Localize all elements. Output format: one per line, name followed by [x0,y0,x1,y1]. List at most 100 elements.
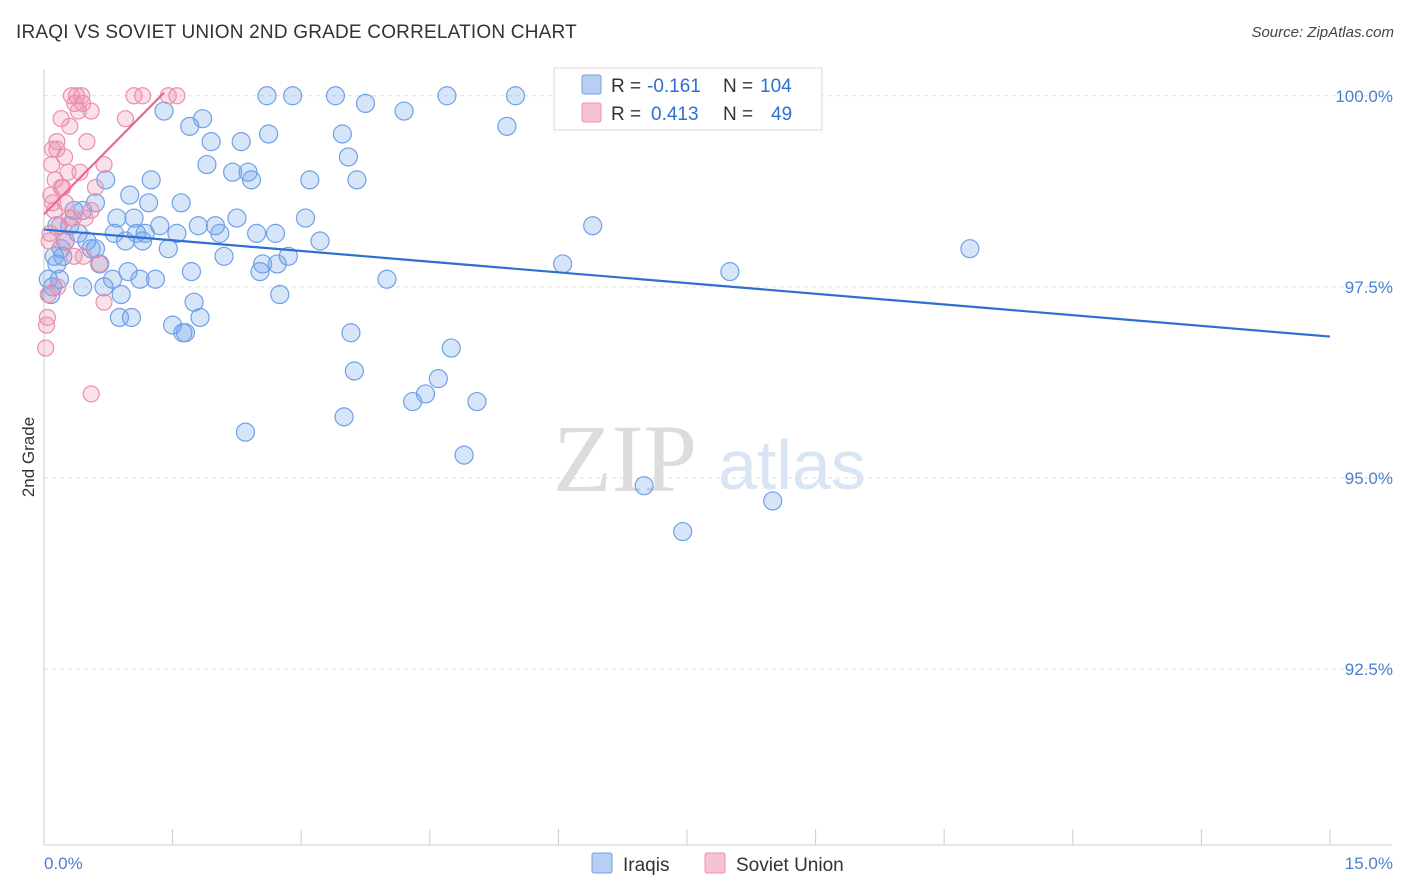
iraqis-point-89 [454,445,474,465]
iraqis-point-41 [171,193,191,213]
iraqis-point-78 [341,323,361,343]
iraqis-point-47 [188,216,208,236]
y-axis-title: 2nd Grade [19,417,38,497]
legend-stats: R = -0.161 N = 104 R = 0.413 N = 49 [553,67,823,131]
iraqis-point-49 [193,109,213,129]
iraqis-point-15 [85,193,106,213]
axes [43,69,1392,846]
iraqis-point-82 [377,269,397,289]
iraqis-point-96 [673,521,693,542]
soviet-union-point-31 [86,178,105,197]
iraqis-point-48 [190,307,210,328]
y-tick-label-1: 97.5% [1345,278,1393,297]
soviet-union-trend-line [43,91,165,216]
soviet-union-point-46 [61,209,79,227]
watermark: ZIP atlas [553,405,866,512]
iraqis-point-60 [241,170,262,190]
iraqis-point-91 [497,116,517,136]
soviet-union-point-48 [73,94,92,113]
watermark-zip: ZIP [553,405,697,512]
iraqis-point-95 [634,476,654,496]
legend-r-value-soviet-union: 0.413 [651,104,699,125]
legend-bottom-label-soviet-union: Soviet Union [736,855,844,876]
iraqis-point-74 [325,86,346,106]
iraqis-point-37 [154,101,174,121]
iraqis-point-36 [150,216,170,236]
iraqis-point-71 [295,208,316,228]
iraqis-point-21 [107,208,127,228]
chart-source: Source: ZipAtlas.com [1251,24,1394,41]
iraqis-point-86 [428,369,448,389]
iraqis-point-70 [283,86,303,106]
y-tick-labels: 100.0% 97.5% 95.0% 92.5% [1335,87,1393,679]
iraqis-point-80 [347,170,367,190]
soviet-union-point-0 [37,339,55,357]
iraqis-point-34 [141,170,161,190]
iraqis-point-25 [118,262,138,282]
iraqis-point-75 [332,124,352,144]
y-tick-label-0: 100.0% [1335,87,1393,106]
soviet-union-point-17 [57,232,75,250]
legend-bottom-label-iraqis: Iraqis [623,855,669,876]
iraqis-point-56 [227,208,247,228]
watermark-atlas: atlas [718,426,866,504]
iraqis-trend-line [43,228,1331,338]
soviet-union-point-27 [74,247,93,265]
soviet-union-point-35 [82,201,100,220]
iraqis-point-33 [138,193,159,213]
iraqis-point-63 [253,254,273,274]
iraqis-point-40 [167,223,187,243]
iraqis-point-57 [231,132,251,152]
soviet-union-point-19 [61,117,79,135]
legend-n-value-iraqis: 104 [760,76,792,97]
soviet-union-point-47 [95,293,113,311]
iraqis-point-67 [267,254,287,274]
soviet-union-point-40 [168,87,186,105]
iraqis-point-4 [47,254,67,274]
iraqis-point-2 [42,277,63,297]
soviet-union-point-42 [65,247,83,265]
iraqis-point-16 [90,254,110,274]
iraqis-point-87 [437,86,457,106]
iraqis-point-55 [223,162,243,182]
iraqis-point-69 [278,246,298,266]
legend-n-label-iraqis: N = [723,76,753,97]
iraqis-point-26 [120,185,140,205]
legend-series: Iraqis Soviet Union [591,852,844,876]
soviet-union-point-2 [38,308,57,327]
y-tick-label-3: 92.5% [1345,660,1393,679]
iraqis-point-66 [265,223,286,243]
iraqis-point-62 [250,262,270,282]
soviet-union-point-25 [71,163,89,181]
x-tick-label-1: 15.0% [1345,854,1393,873]
legend-bottom-swatch-soviet-union [704,852,726,874]
soviet-union-point-18 [59,163,77,181]
iraqis-point-28 [124,208,144,228]
iraqis-point-58 [235,422,256,442]
soviet-union-point-12 [49,278,67,296]
iraqis-point-100 [960,239,980,259]
trend-lines [43,91,1331,338]
y-tick-label-2: 95.0% [1345,469,1393,488]
iraqis-point-51 [201,132,221,152]
iraqis-point-73 [310,231,330,251]
iraqis-point-98 [720,262,740,282]
x-tick-labels: 0.0% 15.0% [44,854,1393,873]
series-soviet-union-points [37,87,186,403]
iraqis-point-93 [553,254,573,274]
iraqis-point-64 [257,86,277,106]
iraqis-point-65 [259,124,279,144]
iraqis-point-27 [121,307,142,328]
soviet-union-point-34 [95,155,113,174]
iraqis-point-81 [355,93,376,114]
soviet-union-point-29 [78,133,96,151]
soviet-union-point-43 [48,140,66,158]
iraqis-point-53 [210,223,230,243]
soviet-union-point-36 [116,110,135,128]
iraqis-point-99 [763,491,783,511]
soviet-union-point-38 [133,87,152,105]
iraqis-point-79 [344,361,364,381]
x-tick-label-0: 0.0% [44,854,83,873]
iraqis-point-35 [145,269,166,289]
legend-swatch-iraqis [581,74,602,95]
